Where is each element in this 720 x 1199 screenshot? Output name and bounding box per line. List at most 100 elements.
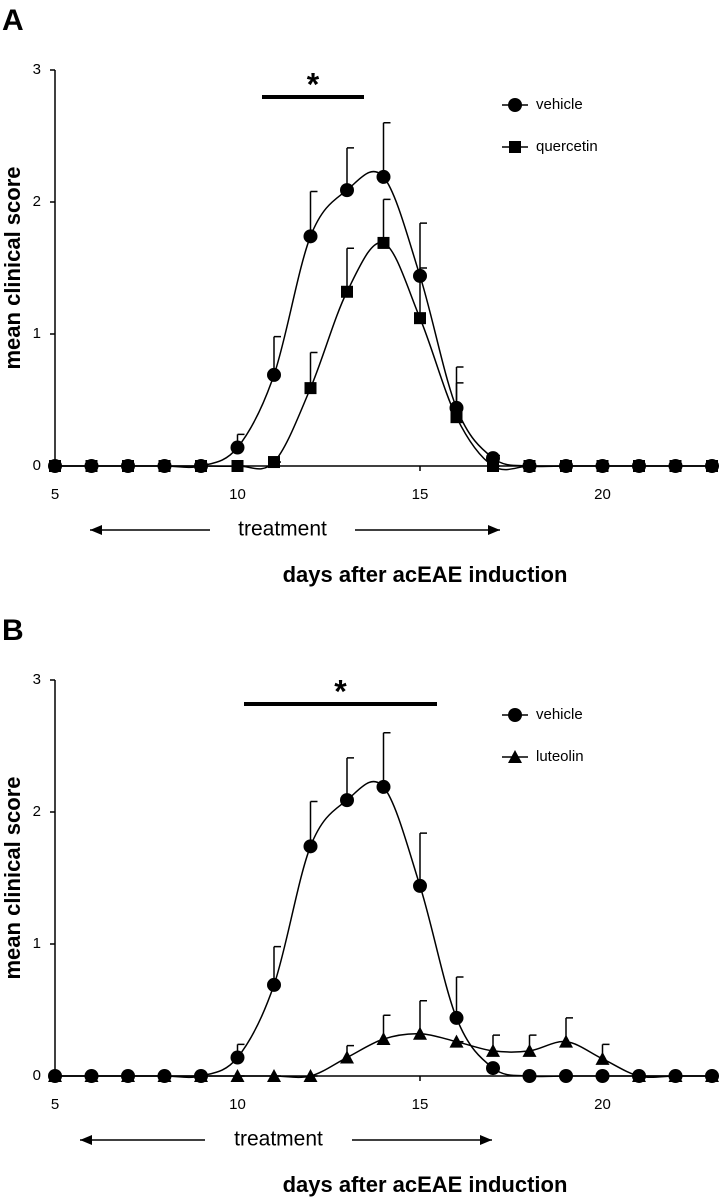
marker bbox=[595, 1051, 610, 1065]
x-tick-label: 10 bbox=[229, 486, 246, 503]
marker bbox=[48, 1069, 62, 1082]
error-bar bbox=[419, 267, 427, 319]
error-bar bbox=[382, 732, 391, 787]
marker bbox=[194, 1069, 208, 1082]
marker bbox=[340, 1050, 354, 1064]
marker bbox=[668, 1069, 683, 1082]
marker bbox=[267, 977, 281, 992]
marker bbox=[449, 1034, 464, 1048]
marker bbox=[303, 1069, 318, 1082]
marker bbox=[195, 460, 207, 472]
marker bbox=[376, 779, 391, 794]
marker bbox=[705, 1069, 719, 1082]
marker bbox=[523, 460, 536, 472]
marker bbox=[486, 1061, 500, 1076]
legend-label: vehicle bbox=[536, 96, 583, 113]
marker bbox=[304, 382, 317, 395]
marker bbox=[522, 1069, 537, 1083]
legend-label: vehicle bbox=[536, 706, 583, 723]
series-line bbox=[55, 241, 712, 471]
y-tick-label: 3 bbox=[33, 61, 41, 78]
marker bbox=[414, 312, 426, 325]
significance-star: * bbox=[307, 66, 320, 102]
marker bbox=[595, 1069, 610, 1083]
arrow-head bbox=[488, 525, 500, 535]
marker bbox=[85, 460, 98, 472]
marker bbox=[158, 460, 171, 472]
marker bbox=[413, 1026, 427, 1040]
marker bbox=[121, 1069, 135, 1082]
marker bbox=[157, 1069, 172, 1082]
marker bbox=[508, 708, 522, 722]
marker bbox=[267, 367, 281, 382]
error-bar bbox=[382, 198, 391, 243]
y-tick-label: 0 bbox=[33, 457, 41, 474]
panel-label: A bbox=[2, 4, 24, 37]
marker bbox=[267, 1069, 281, 1082]
marker bbox=[559, 1069, 573, 1083]
marker bbox=[84, 1069, 99, 1082]
treatment-label: treatment bbox=[238, 518, 327, 541]
marker bbox=[376, 1032, 391, 1046]
marker bbox=[508, 750, 522, 763]
marker bbox=[230, 440, 245, 455]
y-tick-label: 2 bbox=[33, 803, 41, 820]
x-tick-label: 15 bbox=[412, 1096, 429, 1113]
x-tick-label: 20 bbox=[594, 1096, 611, 1113]
marker bbox=[413, 878, 427, 893]
marker bbox=[596, 460, 609, 472]
y-tick-label: 1 bbox=[33, 935, 41, 952]
error-bar bbox=[309, 190, 318, 237]
x-tick-label: 15 bbox=[412, 486, 429, 503]
marker bbox=[632, 1069, 646, 1082]
significance-star: * bbox=[334, 673, 347, 709]
marker bbox=[340, 793, 354, 808]
x-tick-label: 20 bbox=[594, 486, 611, 503]
legend-label: quercetin bbox=[536, 138, 598, 155]
x-tick-label: 5 bbox=[51, 1096, 59, 1113]
error-bar bbox=[309, 800, 318, 847]
marker bbox=[450, 411, 463, 424]
y-tick-label: 3 bbox=[33, 671, 41, 688]
error-bar bbox=[419, 832, 427, 886]
marker bbox=[560, 460, 572, 472]
marker bbox=[377, 236, 390, 249]
marker bbox=[486, 1043, 500, 1057]
treatment-label: treatment bbox=[234, 1128, 323, 1151]
x-tick-label: 5 bbox=[51, 486, 59, 503]
marker bbox=[449, 1010, 464, 1025]
marker bbox=[122, 460, 134, 472]
y-tick-label: 1 bbox=[33, 325, 41, 342]
marker bbox=[633, 460, 645, 472]
marker bbox=[376, 169, 391, 184]
marker bbox=[706, 460, 718, 472]
panel-label: B bbox=[2, 614, 24, 647]
x-tick-label: 10 bbox=[229, 1096, 246, 1113]
marker bbox=[509, 141, 521, 153]
legend-label: luteolin bbox=[536, 748, 584, 765]
error-bar bbox=[346, 247, 354, 292]
error-bar bbox=[419, 222, 427, 276]
marker bbox=[559, 1034, 573, 1048]
marker bbox=[341, 285, 353, 298]
marker bbox=[230, 1050, 245, 1065]
y-axis-label: mean clinical score bbox=[0, 167, 25, 370]
marker bbox=[487, 460, 499, 472]
y-tick-label: 0 bbox=[33, 1067, 41, 1084]
marker bbox=[340, 183, 354, 198]
marker bbox=[231, 460, 244, 472]
marker bbox=[522, 1043, 537, 1057]
marker bbox=[669, 460, 682, 472]
error-bar bbox=[346, 147, 354, 191]
marker bbox=[303, 229, 318, 244]
y-tick-label: 2 bbox=[33, 193, 41, 210]
arrow-head bbox=[480, 1135, 492, 1145]
error-bar bbox=[346, 757, 354, 801]
x-axis-label: days after acEAE induction bbox=[283, 562, 568, 587]
marker bbox=[508, 98, 522, 112]
error-bar bbox=[382, 122, 391, 177]
arrow-head bbox=[90, 525, 102, 535]
marker bbox=[303, 839, 318, 854]
arrow-head bbox=[80, 1135, 92, 1145]
